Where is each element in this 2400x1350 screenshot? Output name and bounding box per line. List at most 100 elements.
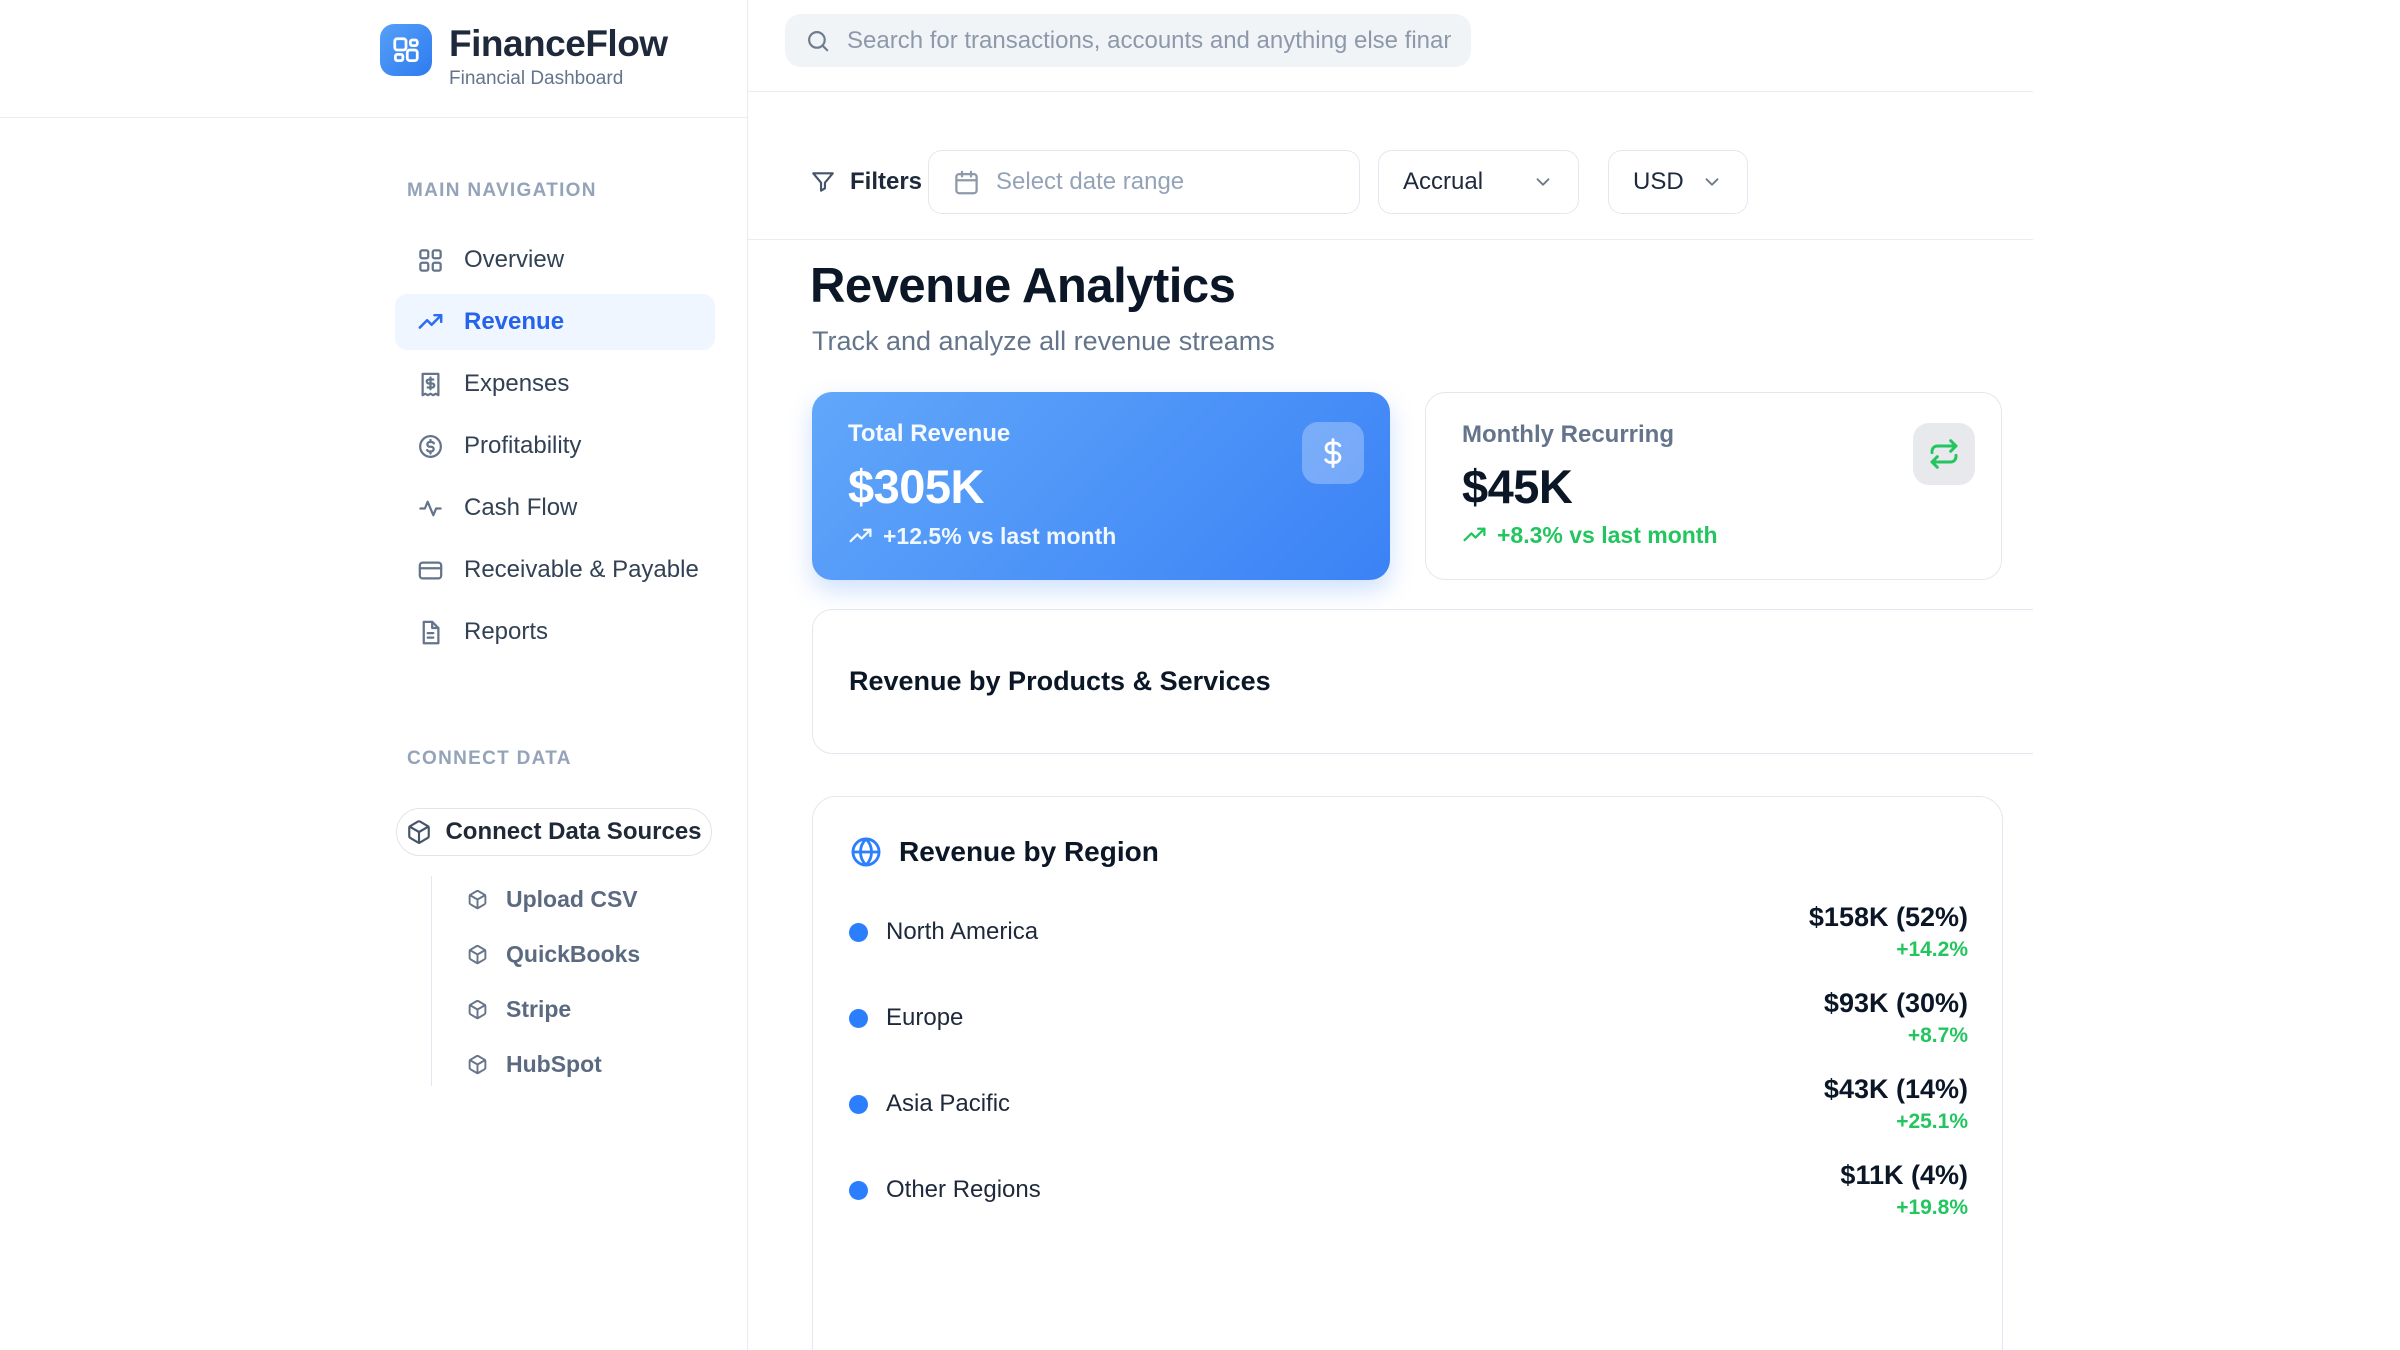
search-icon xyxy=(808,30,829,51)
filters-label: Filters xyxy=(850,168,923,195)
circle-dollar-icon xyxy=(419,434,442,458)
sidebar-item-receivable-payable[interactable]: Receivable & Payable xyxy=(395,542,715,598)
layout-grid-icon xyxy=(419,248,442,272)
layout-dashboard-icon xyxy=(393,37,419,62)
sidebar-item-profitability[interactable]: Profitability xyxy=(395,418,715,474)
region-change: +25.1% xyxy=(1896,1110,1968,1133)
page-subtitle: Track and analyze all revenue streams xyxy=(812,326,1275,356)
source-item-quickbooks[interactable]: QuickBooks xyxy=(467,927,640,982)
revenue-by-products-card: Revenue by Products & Services xyxy=(812,609,2033,754)
region-change: +8.7% xyxy=(1907,1024,1968,1047)
stat-value: $305K xyxy=(848,460,985,513)
brand-tagline: Financial Dashboard xyxy=(449,67,624,89)
data-source-list: Upload CSV QuickBooks Stripe HubSpot xyxy=(467,872,640,1092)
activity-icon xyxy=(419,500,442,516)
stat-change-text: +8.3% vs last month xyxy=(1497,522,1718,548)
source-item-hubspot[interactable]: HubSpot xyxy=(467,1037,640,1092)
total-revenue-card: Total Revenue $305K +12.5% vs last month xyxy=(812,392,1390,580)
calendar-icon xyxy=(955,170,978,194)
sidebar-item-reports[interactable]: Reports xyxy=(395,604,715,660)
stat-value: $45K xyxy=(1462,460,1573,513)
box-icon xyxy=(468,944,487,965)
search-input[interactable] xyxy=(847,26,1451,55)
region-card-title: Revenue by Region xyxy=(899,836,1159,867)
connect-tree-line xyxy=(431,876,432,1086)
credit-card-icon xyxy=(418,561,443,579)
trending-up-icon xyxy=(1463,527,1486,542)
trending-up-icon xyxy=(418,313,443,329)
box-icon xyxy=(468,1054,487,1075)
region-value: $43K (14%) xyxy=(1823,1074,1968,1104)
region-list: North America $158K (52%) +14.2% Europe … xyxy=(849,889,1968,1233)
connect-button-label: Connect Data Sources xyxy=(445,818,702,845)
currency-value: USD xyxy=(1633,168,1684,195)
repeat-chip xyxy=(1913,423,1975,485)
brand-name: FinanceFlow xyxy=(449,23,668,64)
sidebar-item-label: Overview xyxy=(464,246,565,273)
global-search[interactable] xyxy=(785,14,1471,67)
source-item-upload-csv[interactable]: Upload CSV xyxy=(467,872,640,927)
source-item-label: QuickBooks xyxy=(506,941,641,967)
sidebar-item-label: Expenses xyxy=(464,370,570,397)
sidebar-item-overview[interactable]: Overview xyxy=(395,232,715,288)
accounting-basis-select[interactable]: Accrual xyxy=(1378,150,1579,214)
sidebar-item-label: Reports xyxy=(464,618,549,645)
filterbar-divider xyxy=(748,239,2033,240)
main-navigation: Overview Revenue Expenses Profitability … xyxy=(395,232,715,666)
box-icon xyxy=(468,889,487,910)
region-dot xyxy=(849,1008,868,1028)
dollar-chip xyxy=(1302,422,1364,484)
globe-icon xyxy=(851,837,881,867)
sidebar-item-cash-flow[interactable]: Cash Flow xyxy=(395,480,715,536)
logo-divider xyxy=(0,117,747,118)
trending-up-icon xyxy=(849,528,872,543)
region-row-other-regions: Other Regions $11K (4%) +19.8% xyxy=(849,1147,1968,1233)
sidebar-item-label: Cash Flow xyxy=(464,494,578,521)
stat-label: Monthly Recurring xyxy=(1462,421,1675,448)
region-dot xyxy=(849,1180,868,1200)
currency-select[interactable]: USD xyxy=(1608,150,1748,214)
brand-logo: FinanceFlow Financial Dashboard xyxy=(380,23,668,90)
box-icon xyxy=(468,999,487,1020)
page-title: Revenue Analytics xyxy=(810,259,1236,313)
region-value: $11K (4%) xyxy=(1840,1160,1968,1190)
products-card-title: Revenue by Products & Services xyxy=(849,666,1271,696)
brand-logo-icon xyxy=(380,24,432,76)
region-row-north-america: North America $158K (52%) +14.2% xyxy=(849,889,1968,975)
region-change: +14.2% xyxy=(1896,938,1968,961)
region-value: $158K (52%) xyxy=(1808,902,1968,932)
region-change: +19.8% xyxy=(1896,1196,1968,1219)
repeat-icon xyxy=(1930,439,1958,469)
nav-section-heading: MAIN NAVIGATION xyxy=(407,180,597,201)
date-range-placeholder: Select date range xyxy=(996,168,1185,195)
source-item-label: Stripe xyxy=(506,996,572,1022)
connect-data-sources-button[interactable]: Connect Data Sources xyxy=(396,808,712,856)
stat-label: Total Revenue xyxy=(848,420,1011,447)
topbar-divider xyxy=(748,91,2033,92)
chevron-down-icon xyxy=(1705,178,1719,186)
region-name: North America xyxy=(886,918,1039,945)
connect-section-heading: CONNECT DATA xyxy=(407,748,572,769)
region-dot xyxy=(849,1094,868,1114)
sidebar-item-revenue[interactable]: Revenue xyxy=(395,294,715,350)
filters-button[interactable]: Filters xyxy=(810,150,922,214)
dollar-sign-icon xyxy=(1324,438,1342,468)
region-name: Europe xyxy=(886,1004,964,1031)
chevron-down-icon xyxy=(1536,178,1550,186)
date-range-picker[interactable]: Select date range xyxy=(928,150,1360,214)
region-card-header: Revenue by Region xyxy=(849,835,1159,869)
sidebar-item-label: Revenue xyxy=(464,308,565,335)
region-name: Other Regions xyxy=(886,1176,1041,1203)
monthly-recurring-card: Monthly Recurring $45K +8.3% vs last mon… xyxy=(1425,392,2002,580)
revenue-by-region-card: Revenue by Region North America $158K (5… xyxy=(812,796,2003,1350)
source-item-stripe[interactable]: Stripe xyxy=(467,982,640,1037)
sidebar-item-expenses[interactable]: Expenses xyxy=(395,356,715,412)
source-item-label: HubSpot xyxy=(506,1051,602,1077)
stat-change: +12.5% vs last month xyxy=(848,523,1356,550)
receipt-icon xyxy=(421,372,440,396)
brand-text: FinanceFlow Financial Dashboard xyxy=(449,23,668,90)
accounting-basis-value: Accrual xyxy=(1403,168,1484,195)
sidebar-divider xyxy=(747,0,748,1350)
region-dot xyxy=(849,922,868,942)
